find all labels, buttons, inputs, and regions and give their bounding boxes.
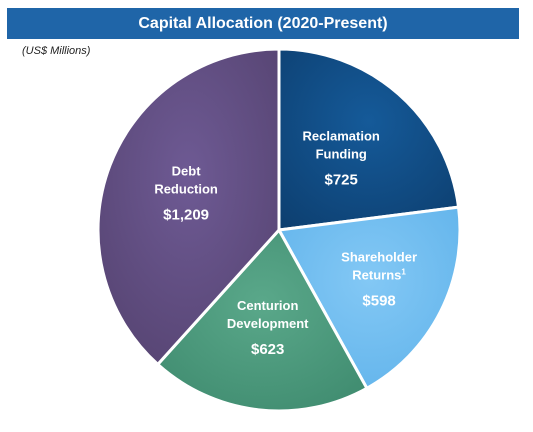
slice-name-label: Development: [227, 316, 309, 331]
slice-name-label: Reclamation: [303, 128, 380, 143]
slice-name-label: Funding: [316, 146, 367, 161]
pie-slice-debt-reduction: [96, 47, 281, 366]
units-label: (US$ Millions): [22, 45, 91, 57]
slice-name-label: Debt: [172, 163, 202, 178]
pie-slice-shareholder-returns: [277, 205, 462, 390]
footnote-marker: 1: [401, 268, 406, 277]
pie-slice-reclamation-funding: [277, 47, 461, 232]
slice-value-label: $623: [251, 341, 284, 358]
slice-name-label: Reduction: [154, 181, 218, 196]
slice-name-label: Shareholder: [341, 250, 417, 265]
slice-name-label: Centurion: [237, 298, 298, 313]
slice-value-label: $1,209: [163, 206, 209, 223]
chart-title: Capital Allocation (2020-Present): [138, 14, 388, 32]
chart-title-bar: Capital Allocation (2020-Present): [7, 8, 519, 39]
slice-name-label: Returns1: [352, 268, 406, 283]
slice-value-label: $598: [362, 293, 395, 310]
pie-slice-centurion-development: [156, 228, 369, 413]
slice-value-label: $725: [325, 171, 358, 188]
